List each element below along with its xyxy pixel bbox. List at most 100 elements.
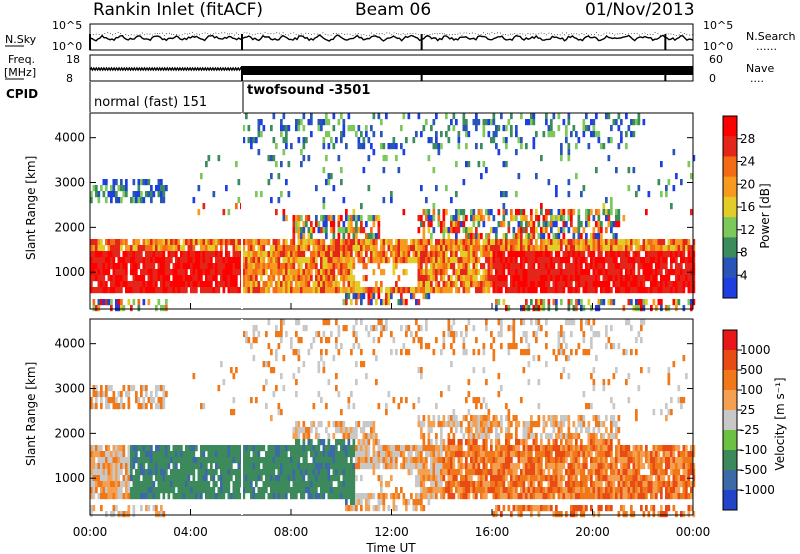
power-cell	[535, 227, 538, 234]
power-cell	[327, 257, 331, 264]
velocity-cell	[477, 469, 481, 476]
power-cell	[142, 179, 146, 186]
power-cell	[592, 239, 596, 246]
velocity-cell	[145, 445, 148, 452]
power-cell	[330, 275, 333, 282]
velocity-cell	[497, 481, 501, 488]
velocity-cell	[122, 403, 126, 410]
velocity-cell	[437, 421, 441, 428]
power-cell	[310, 221, 313, 228]
power-cell	[130, 245, 133, 252]
power-cell	[510, 125, 513, 132]
power-cell	[530, 215, 533, 222]
velocity-cell	[455, 481, 458, 488]
power-cell	[250, 269, 253, 276]
velocity-cell	[345, 325, 348, 332]
power-cell	[592, 227, 596, 234]
velocity-cell	[377, 499, 381, 506]
velocity-cell	[355, 319, 358, 326]
power-cell	[582, 251, 586, 258]
power-cell	[130, 263, 133, 270]
noise-right-label: N.Search	[746, 30, 796, 43]
power-cell	[125, 281, 128, 288]
velocity-cell	[305, 463, 308, 470]
velocity-cell	[507, 409, 511, 416]
velocity-cell	[150, 463, 153, 470]
power-cell	[445, 209, 448, 216]
velocity-cell	[355, 457, 358, 464]
power-cell	[265, 269, 268, 276]
velocity-cell	[112, 397, 116, 404]
power-cell	[620, 239, 623, 246]
velocity-cell	[362, 361, 366, 368]
power-cell	[547, 245, 551, 252]
velocity-cell	[365, 493, 368, 500]
velocity-cell	[357, 439, 361, 446]
velocity-cell	[282, 481, 286, 488]
power-cell	[677, 239, 681, 246]
power-cell	[350, 221, 353, 228]
velocity-cell	[187, 457, 191, 464]
velocity-cell	[522, 427, 526, 434]
power-cell	[692, 263, 696, 270]
velocity-cell	[380, 475, 383, 482]
power-cell	[432, 251, 436, 258]
power-cell	[690, 281, 693, 288]
power-cell	[112, 281, 116, 288]
velocity-cell	[327, 433, 331, 440]
velocity-cell	[350, 433, 353, 440]
velocity-cell	[132, 511, 136, 518]
velocity-cell	[347, 493, 351, 500]
power-cell	[657, 245, 661, 252]
power-cell	[285, 131, 288, 138]
power-cell	[522, 245, 526, 252]
power-cell	[222, 281, 226, 288]
velocity-cell	[527, 505, 531, 512]
power-cell	[450, 239, 453, 246]
power-cell	[130, 281, 133, 288]
velocity-cell	[120, 463, 123, 470]
power-cell	[190, 275, 193, 282]
power-cell	[525, 227, 528, 234]
velocity-cell	[352, 493, 356, 500]
power-cell	[275, 161, 278, 168]
power-cell	[405, 269, 408, 276]
power-cell	[167, 245, 171, 252]
power-cell	[255, 275, 258, 282]
power-cell	[672, 257, 676, 264]
velocity-cell	[220, 457, 223, 464]
power-cell	[447, 257, 451, 264]
velocity-cell	[230, 493, 233, 500]
velocity-cell	[192, 451, 196, 458]
power-cell	[660, 275, 663, 282]
power-cell	[572, 233, 576, 240]
power-cell	[547, 251, 551, 258]
velocity-cell	[452, 421, 456, 428]
power-cell	[552, 263, 556, 270]
power-cell	[635, 251, 638, 258]
power-cell	[682, 287, 686, 294]
power-cell	[650, 251, 653, 258]
power-cell	[272, 275, 276, 282]
velocity-cell	[337, 421, 341, 428]
power-cell	[90, 245, 93, 252]
power-cell	[172, 269, 176, 276]
power-cell	[162, 287, 166, 294]
power-cell	[127, 245, 131, 252]
power-cell	[615, 269, 618, 276]
velocity-cell	[127, 511, 131, 518]
power-cell	[360, 143, 363, 150]
power-cell	[105, 281, 108, 288]
power-cell	[345, 239, 348, 246]
velocity-cell	[442, 463, 446, 470]
power-cell	[530, 245, 533, 252]
power-cell	[627, 167, 631, 174]
power-cell	[517, 269, 521, 276]
velocity-cell	[145, 493, 148, 500]
power-cell	[187, 257, 191, 264]
power-cell	[680, 251, 683, 258]
power-cell	[557, 245, 561, 252]
power-cell	[442, 227, 446, 234]
velocity-cell	[97, 445, 101, 452]
power-cell	[452, 125, 456, 132]
